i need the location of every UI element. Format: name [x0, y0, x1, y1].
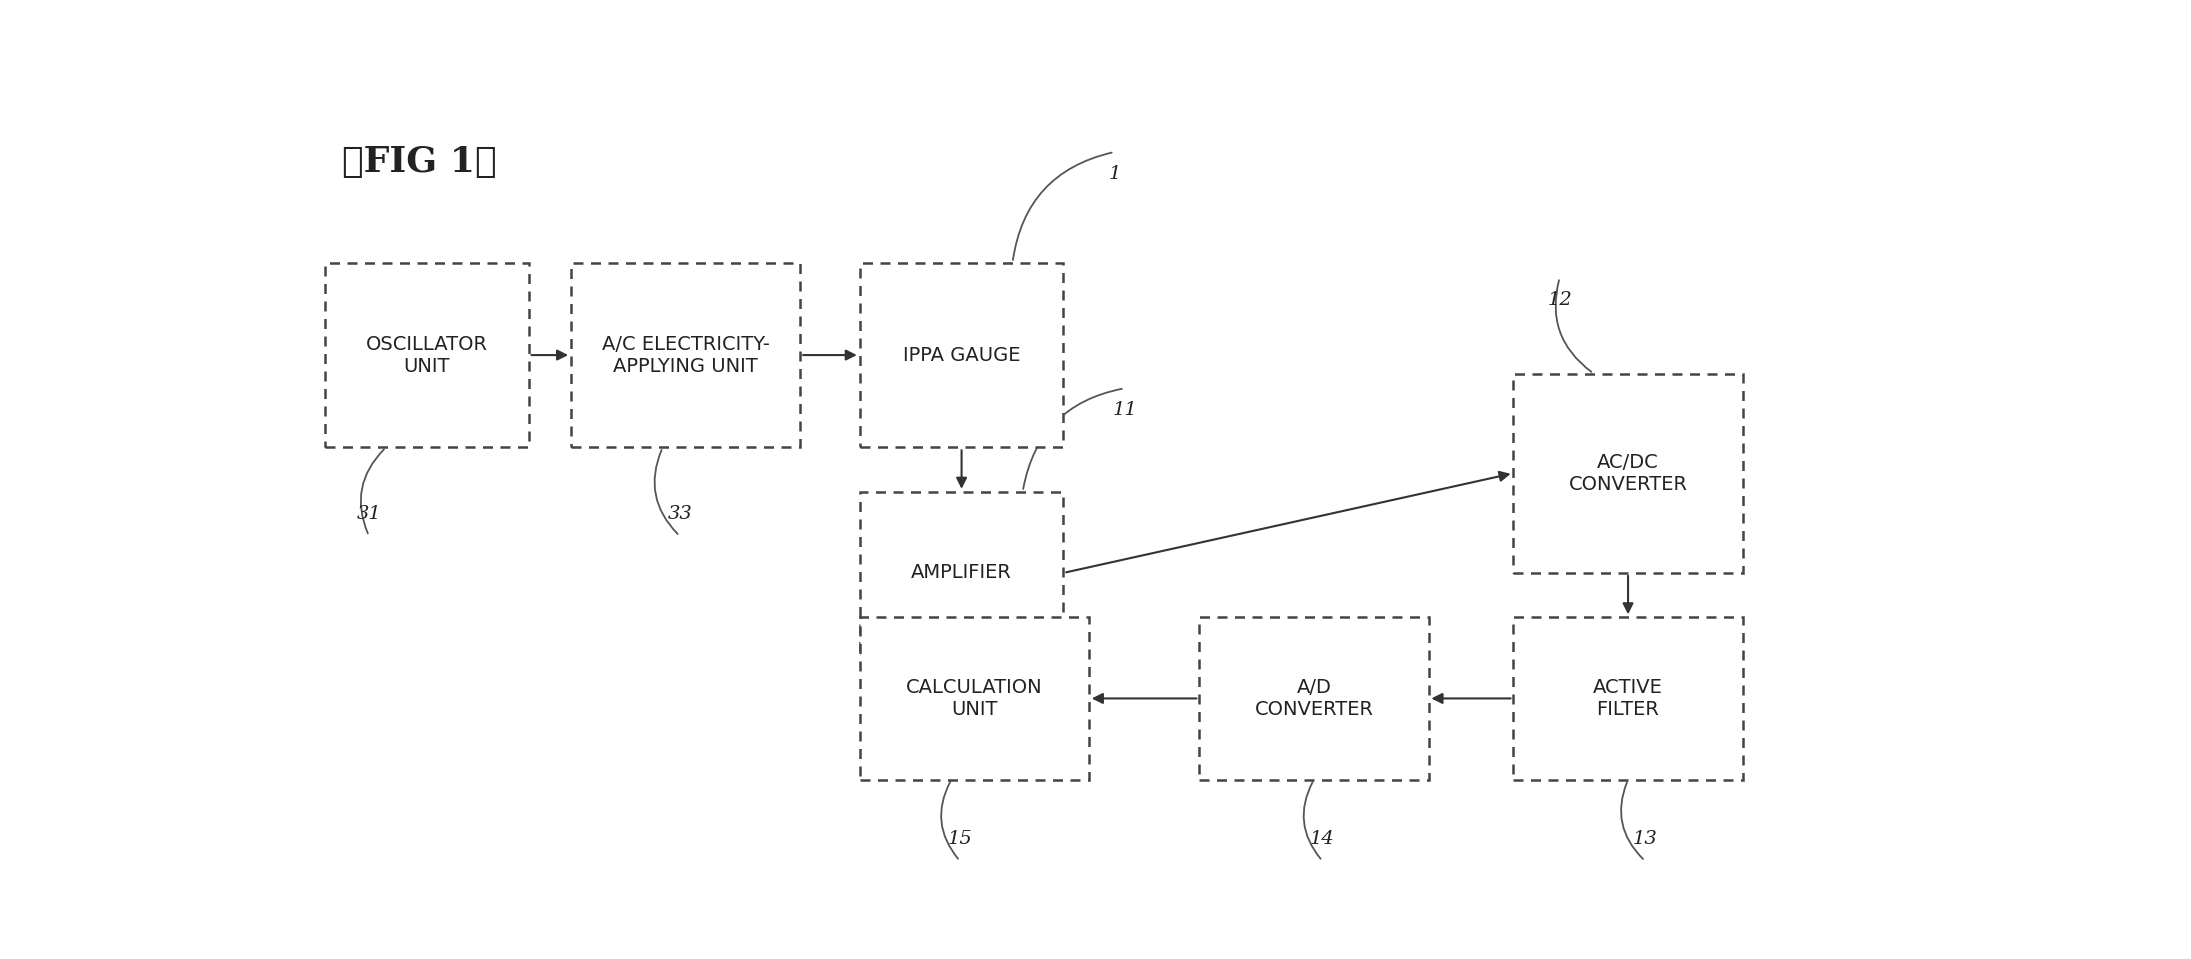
Text: CALCULATION
UNIT: CALCULATION UNIT: [907, 678, 1043, 719]
Text: AC/DC
CONVERTER: AC/DC CONVERTER: [1569, 453, 1687, 494]
Bar: [572, 263, 800, 447]
Text: A/C ELECTRICITY-
APPLYING UNIT: A/C ELECTRICITY- APPLYING UNIT: [603, 335, 769, 376]
Text: 11: 11: [1113, 402, 1137, 419]
Text: IPPA GAUGE: IPPA GAUGE: [903, 345, 1021, 364]
Text: A/D
CONVERTER: A/D CONVERTER: [1255, 678, 1374, 719]
Text: 13: 13: [1632, 830, 1656, 848]
Text: 31: 31: [357, 504, 381, 523]
Bar: [859, 492, 1063, 654]
Bar: [1514, 618, 1742, 780]
Text: OSCILLATOR
UNIT: OSCILLATOR UNIT: [366, 335, 489, 376]
Text: 14: 14: [1310, 830, 1334, 848]
Bar: [324, 263, 528, 447]
Text: 33: 33: [668, 504, 692, 523]
Bar: [859, 263, 1063, 447]
Text: 』FIG 1『: 』FIG 1『: [342, 145, 497, 178]
Text: 15: 15: [947, 830, 973, 848]
Text: 1: 1: [1109, 165, 1120, 183]
Text: 12: 12: [1547, 291, 1573, 309]
Text: ACTIVE
FILTER: ACTIVE FILTER: [1593, 678, 1663, 719]
Bar: [1198, 618, 1429, 780]
Bar: [859, 618, 1089, 780]
Text: AMPLIFIER: AMPLIFIER: [911, 563, 1012, 582]
Bar: [1514, 374, 1742, 573]
